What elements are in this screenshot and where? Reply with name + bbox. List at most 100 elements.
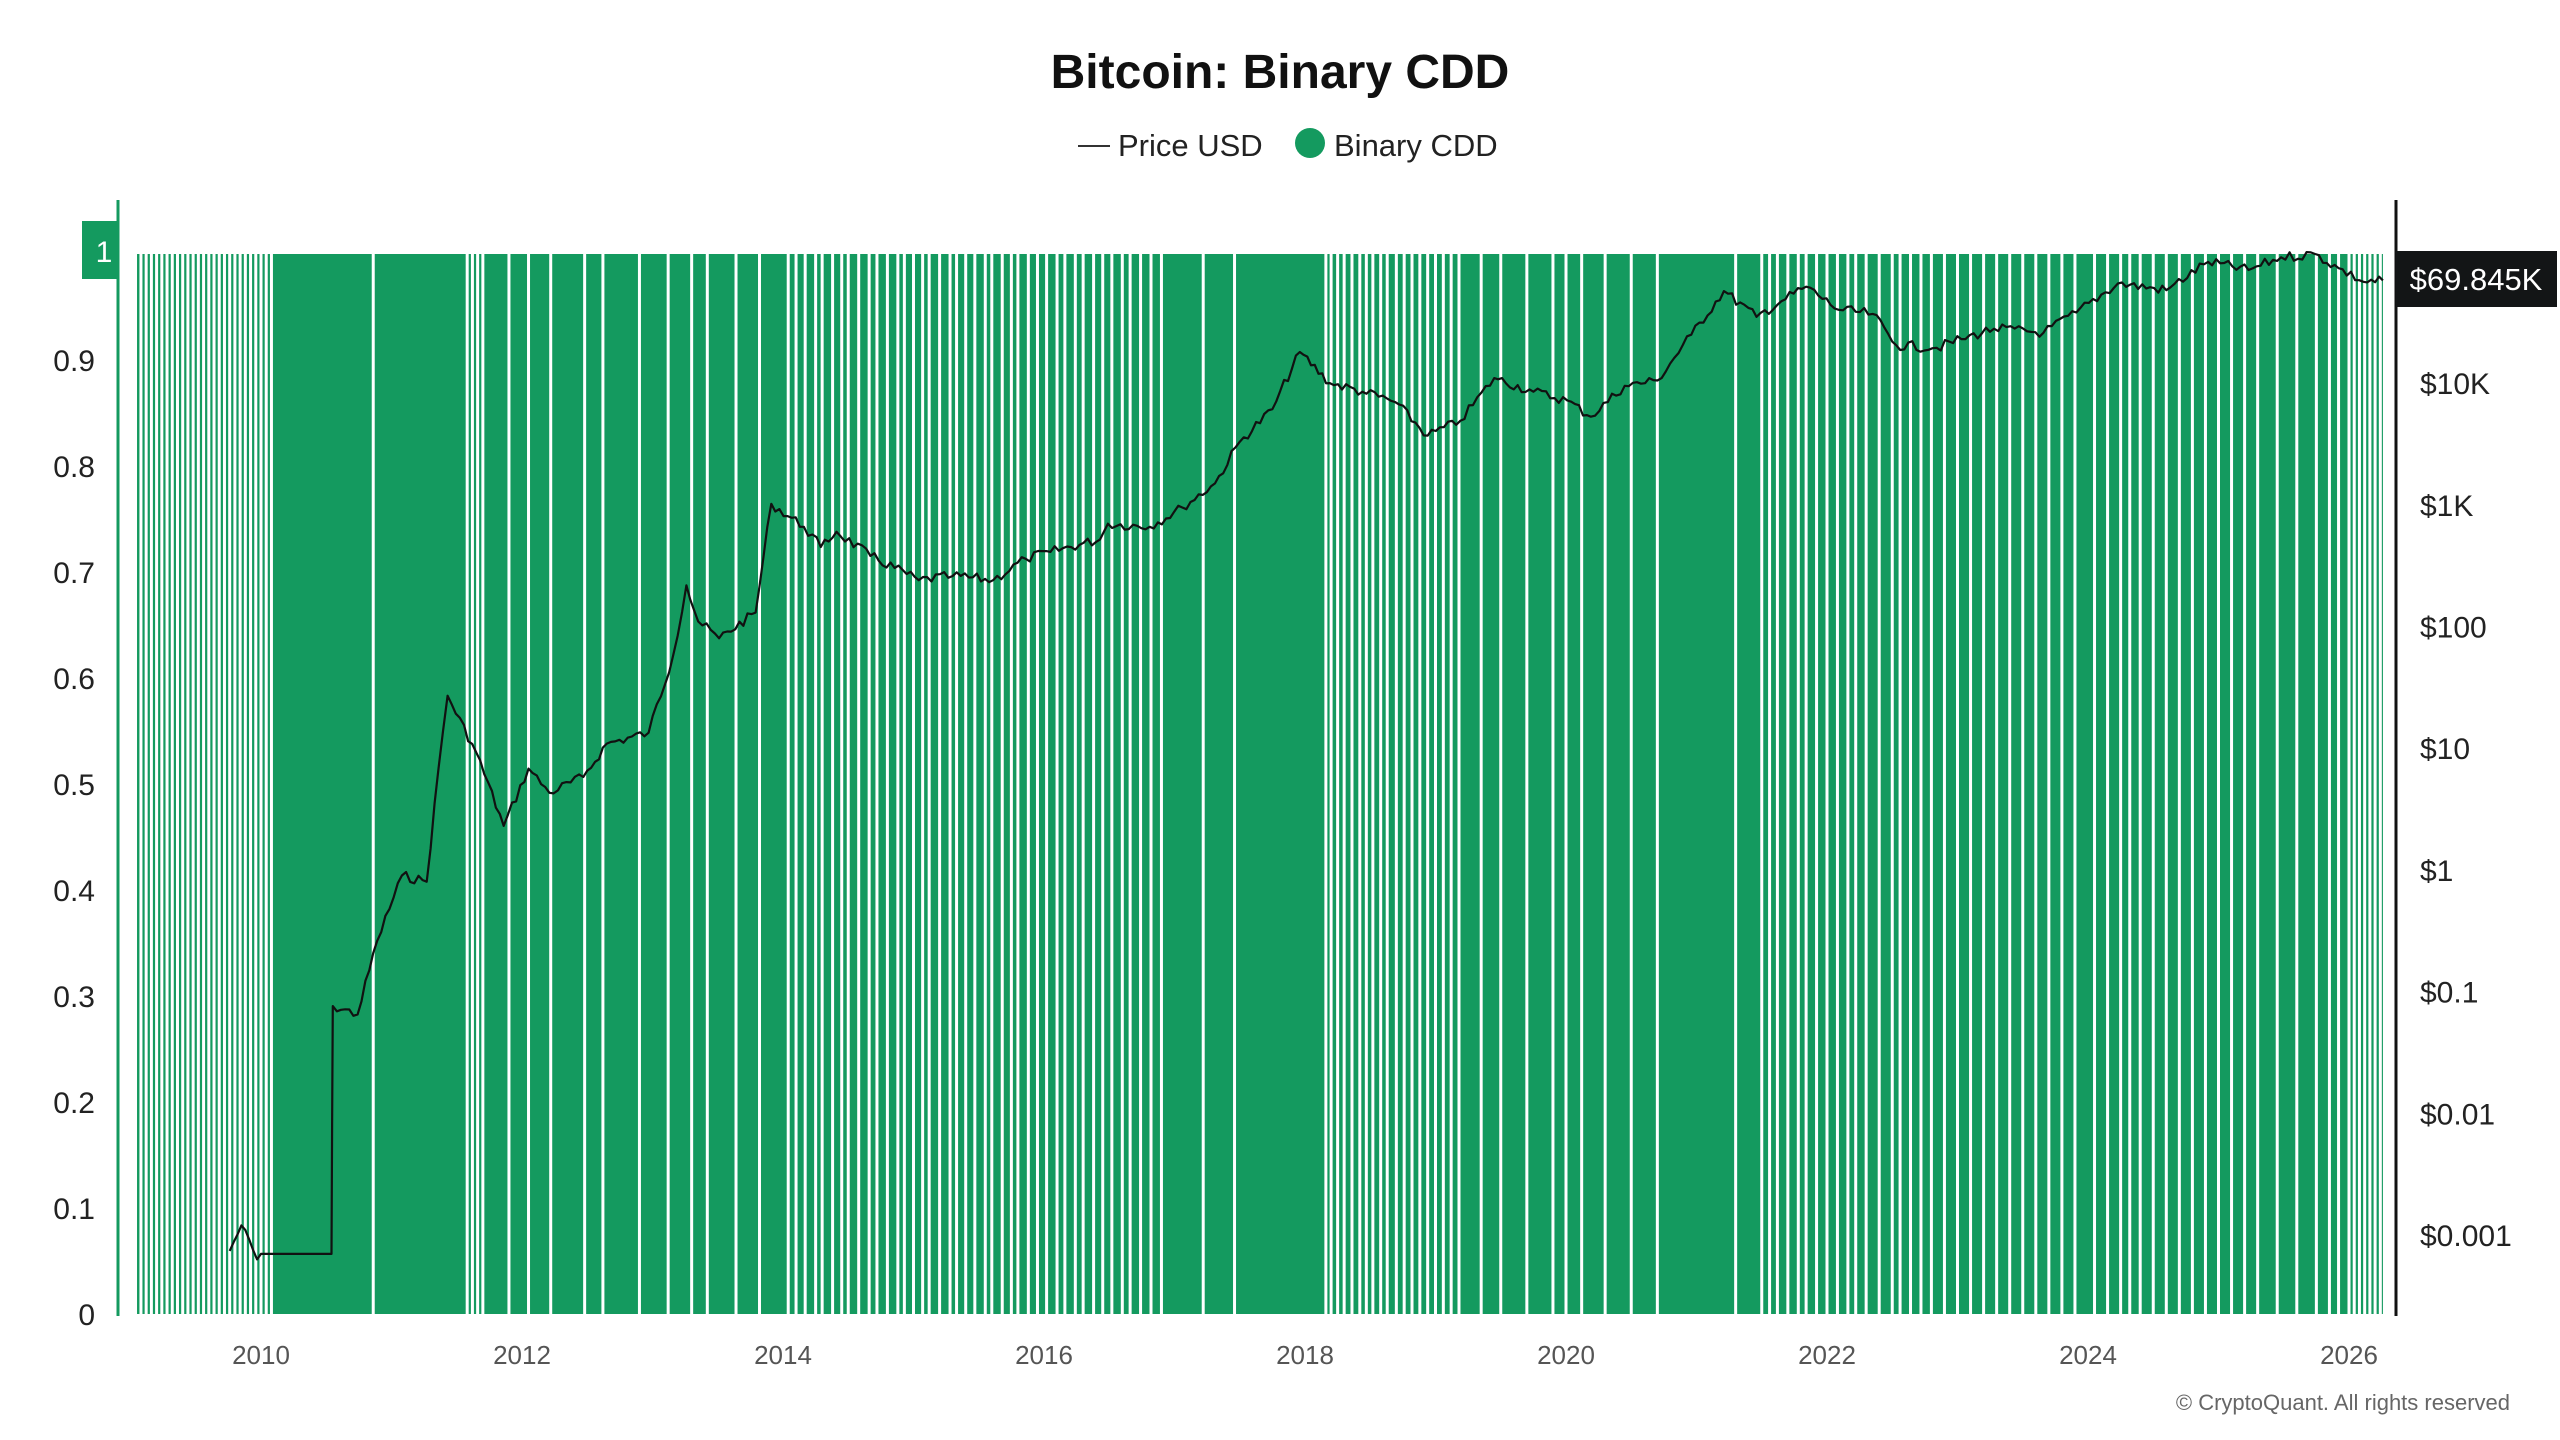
cdd-zero-gap — [2243, 254, 2247, 1314]
cdd-zero-gap — [259, 254, 263, 1314]
cdd-zero-gap — [1201, 254, 1205, 1314]
cdd-zero-gap — [1804, 254, 1808, 1314]
cdd-zero-gap — [2034, 254, 2038, 1314]
cdd-zero-gap — [1336, 254, 1340, 1314]
cdd-zero-gap — [527, 254, 531, 1314]
cdd-zero-gap — [1385, 254, 1389, 1314]
cdd-zero-gap — [1734, 254, 1738, 1314]
legend: Price USD Binary CDD — [1078, 128, 1498, 163]
cdd-zero-gap — [2128, 254, 2132, 1314]
cdd-zero-gap — [921, 254, 925, 1314]
cdd-zero-gap — [2327, 254, 2331, 1314]
left-tick-label: 0.9 — [53, 345, 95, 378]
cdd-zero-gap — [2352, 254, 2356, 1314]
cdd-zero-gap — [1796, 254, 1800, 1314]
cdd-zero-gap — [1603, 254, 1607, 1314]
cdd-zero-gap — [690, 254, 694, 1314]
right-tick-label: $1 — [2420, 855, 2453, 888]
cdd-zero-gap — [1864, 254, 1868, 1314]
right-tick-label: $1K — [2420, 490, 2473, 523]
cdd-zero-gap — [175, 254, 179, 1314]
cdd-zero-gap — [583, 254, 587, 1314]
right-tick-label: $0.001 — [2420, 1220, 2512, 1253]
left-badge-text: 1 — [96, 236, 113, 269]
cdd-zero-gap — [1402, 254, 1406, 1314]
cdd-zero-gap — [269, 254, 273, 1314]
left-current-badge: 1 — [82, 221, 118, 279]
cdd-zero-gap — [2256, 254, 2260, 1314]
cdd-zero-gap — [2106, 254, 2110, 1314]
cdd-zero-gap — [1768, 254, 1772, 1314]
cdd-zero-gap — [2368, 254, 2372, 1314]
cdd-zero-gap — [212, 254, 216, 1314]
cdd-zero-gap — [191, 254, 195, 1314]
cdd-zero-gap — [1329, 254, 1333, 1314]
cdd-zero-gap — [2347, 254, 2351, 1314]
cdd-zero-gap — [1035, 254, 1039, 1314]
cdd-zero-gap — [1835, 254, 1839, 1314]
left-tick-label: 0.1 — [53, 1193, 95, 1226]
right-current-badge: $69.845K — [2396, 251, 2557, 307]
cdd-zero-gap — [857, 254, 861, 1314]
x-tick-label: 2026 — [2320, 1340, 2378, 1370]
cdd-zero-gap — [264, 254, 268, 1314]
cdd-zero-gap — [2217, 254, 2220, 1314]
cdd-zero-gap — [1775, 254, 1779, 1314]
cdd-zero-gap — [955, 254, 959, 1314]
cdd-zero-gap — [786, 254, 790, 1314]
cdd-zero-gap — [181, 254, 185, 1314]
left-tick-label: 0.5 — [53, 769, 95, 802]
cdd-zero-gap — [1969, 254, 1973, 1314]
legend-cdd-label[interactable]: Binary CDD — [1334, 128, 1498, 163]
left-tick-label: 0.3 — [53, 981, 95, 1014]
cdd-zero-gap — [794, 254, 798, 1314]
price-usd-line — [228, 251, 2384, 1261]
cdd-zero-gap — [1092, 254, 1096, 1314]
cdd-zero-gap — [2060, 254, 2064, 1314]
x-tick-label: 2014 — [754, 1340, 812, 1370]
left-tick-label: 0.7 — [53, 557, 95, 590]
cdd-zero-gap — [1909, 254, 1913, 1314]
cdd-zero-gap — [2337, 254, 2341, 1314]
x-tick-label: 2022 — [1798, 1340, 1856, 1370]
cdd-zero-gap — [885, 254, 889, 1314]
cdd-zero-gap — [1110, 254, 1114, 1314]
cdd-zero-gap — [1101, 254, 1105, 1314]
left-tick-label: 0.2 — [53, 1087, 95, 1120]
cdd-zero-gap — [1358, 254, 1362, 1314]
cdd-bar-region — [137, 254, 2383, 1314]
x-axis-ticks: 2010 2012 2014 2016 2018 2020 2022 2024 2026 — [232, 1340, 2378, 1370]
cdd-zero-gap — [803, 254, 807, 1314]
cdd-zero-gap — [1394, 254, 1398, 1314]
legend-price-label[interactable]: Price USD — [1118, 128, 1263, 163]
cdd-zero-gap — [243, 254, 247, 1314]
cdd-zero-gap — [155, 254, 159, 1314]
cdd-zero-gap — [938, 254, 942, 1314]
cdd-zero-gap — [1364, 254, 1368, 1314]
cdd-zero-gap — [1324, 254, 1328, 1314]
cdd-zero-gap — [2314, 254, 2318, 1314]
cdd-zero-gap — [465, 254, 469, 1314]
cdd-zero-gap — [149, 254, 153, 1314]
cdd-zero-gap — [228, 254, 232, 1314]
cdd-zero-gap — [2373, 254, 2377, 1314]
cdd-zero-gap — [1073, 254, 1077, 1314]
left-tick-label: 0.4 — [53, 875, 95, 908]
x-tick-label: 2010 — [232, 1340, 290, 1370]
cdd-zero-gap — [601, 254, 605, 1314]
cdd-zero-gap — [1942, 254, 1946, 1314]
cdd-zero-gap — [814, 254, 818, 1314]
cdd-zero-gap — [249, 254, 253, 1314]
right-badge-text: $69.845K — [2410, 262, 2543, 297]
cdd-zero-gap — [233, 254, 237, 1314]
cdd-zero-gap — [1629, 254, 1633, 1314]
cdd-zero-gap — [2363, 254, 2367, 1314]
cdd-zero-gap — [2203, 254, 2207, 1314]
cdd-zero-gap — [948, 254, 952, 1314]
cdd-zero-gap — [1026, 254, 1030, 1314]
cdd-zero-gap — [186, 254, 190, 1314]
cdd-zero-gap — [1426, 254, 1430, 1314]
cdd-zero-gap — [1149, 254, 1153, 1314]
cdd-zero-gap — [875, 254, 879, 1314]
cdd-zero-gap — [1655, 254, 1659, 1314]
